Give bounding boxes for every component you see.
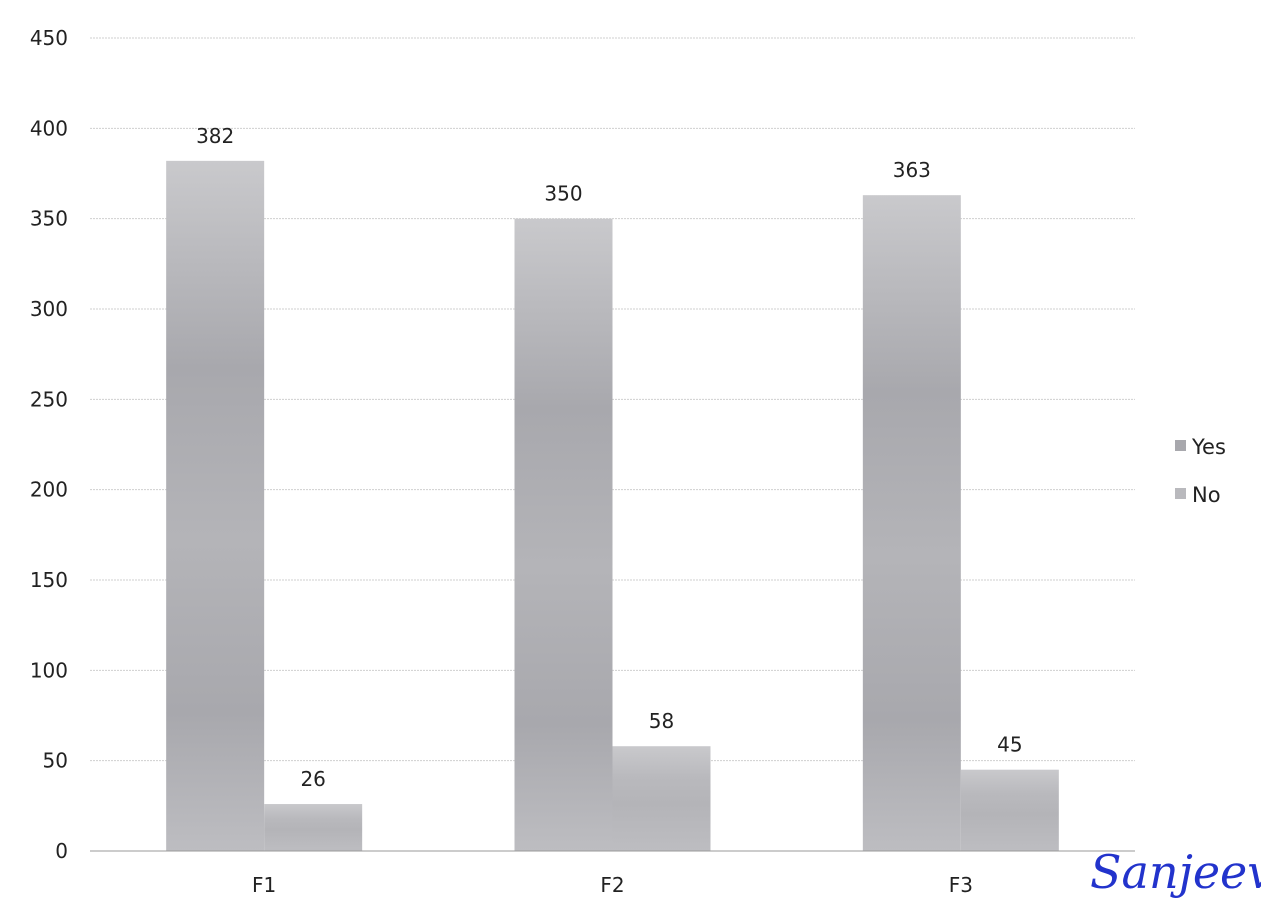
bar-no-f2	[612, 746, 711, 851]
legend-swatch	[1175, 440, 1186, 451]
data-label: 382	[196, 124, 234, 148]
bars	[166, 160, 1059, 851]
y-tick-label: 400	[30, 116, 68, 140]
data-label: 350	[544, 182, 582, 206]
data-label: 363	[893, 158, 931, 182]
x-axis-category-labels: F1 F2 F3	[252, 873, 973, 897]
y-tick-label: 300	[30, 297, 68, 321]
y-axis-tick-labels: 0 50 100 150 200 250 300 350 400 450	[30, 26, 68, 863]
x-category-label: F2	[600, 873, 624, 897]
y-tick-label: 250	[30, 387, 68, 411]
legend-label: No	[1192, 483, 1221, 507]
legend-label: Yes	[1191, 435, 1226, 459]
x-category-label: F1	[252, 873, 276, 897]
y-tick-label: 50	[43, 749, 68, 773]
bar-yes-f1	[166, 160, 265, 851]
handwritten-signature: Sanjeev	[1090, 845, 1261, 899]
y-tick-label: 150	[30, 568, 68, 592]
x-category-label: F3	[949, 873, 973, 897]
bar-yes-f2	[514, 218, 613, 851]
bar-no-f1	[264, 804, 363, 851]
legend: Yes No	[1175, 435, 1226, 507]
y-tick-label: 350	[30, 207, 68, 231]
data-label: 26	[300, 767, 325, 791]
data-labels: 382 26 350 58 363 45	[196, 124, 1022, 791]
y-tick-label: 450	[30, 26, 68, 50]
data-label: 58	[649, 709, 674, 733]
y-tick-label: 100	[30, 658, 68, 682]
y-tick-label: 0	[55, 839, 68, 863]
bar-yes-f3	[862, 195, 961, 851]
y-tick-label: 200	[30, 478, 68, 502]
legend-swatch	[1175, 488, 1186, 499]
bar-no-f3	[960, 769, 1059, 851]
data-label: 45	[997, 733, 1022, 757]
